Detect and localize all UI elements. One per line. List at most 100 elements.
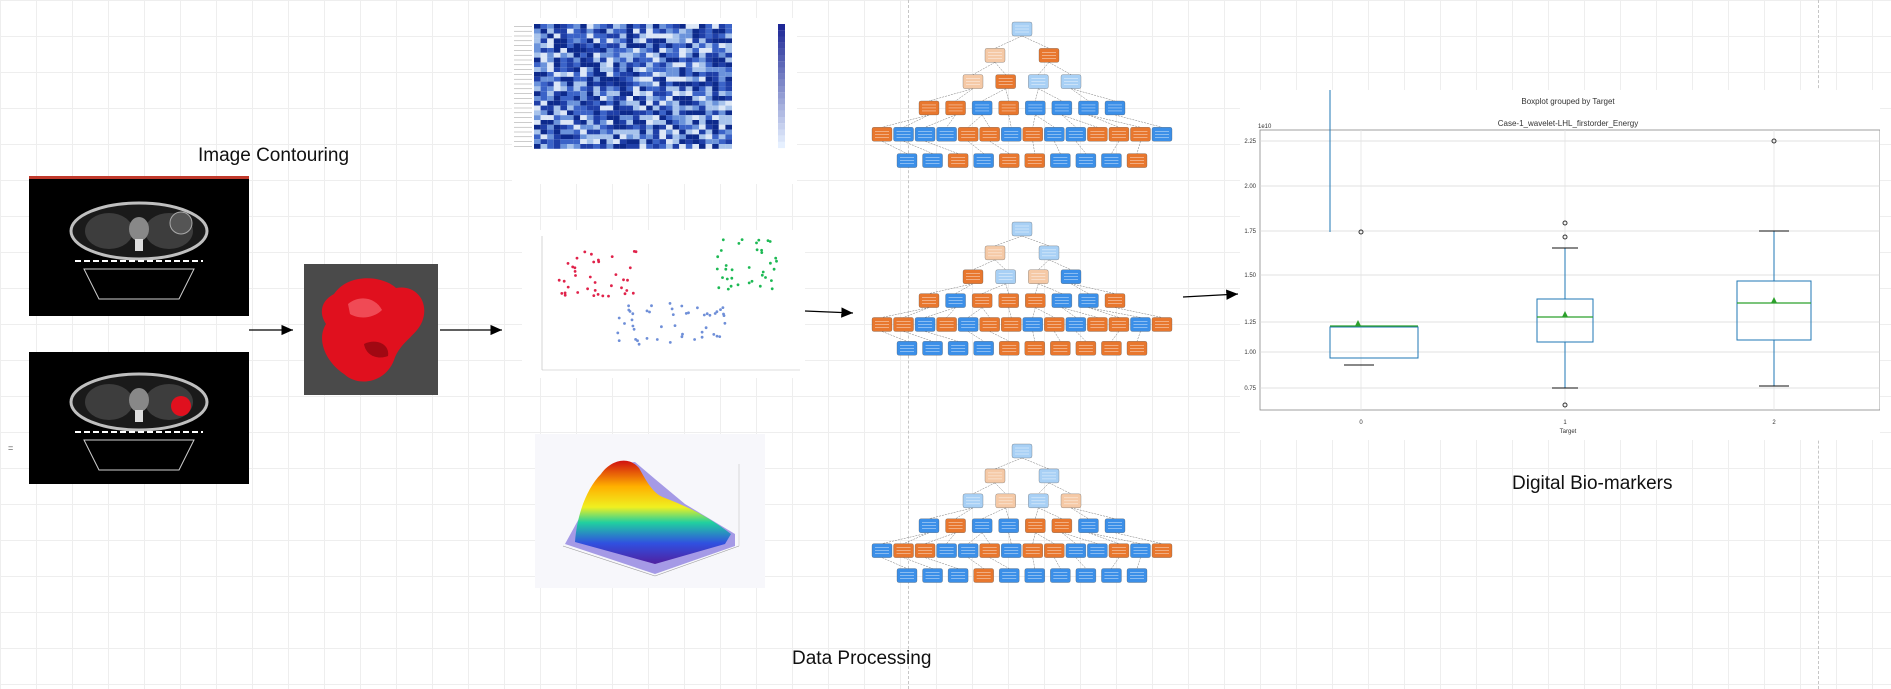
tree-edge	[881, 331, 908, 342]
heatmap-cell	[652, 129, 660, 135]
heatmap-cell	[540, 124, 548, 130]
heatmap-cell	[712, 62, 719, 68]
scatter-point	[766, 239, 770, 242]
heatmap-cell	[600, 86, 607, 92]
tree-edge	[1038, 507, 1062, 519]
heatmap-cell	[547, 129, 554, 135]
scatter-point	[721, 306, 725, 309]
heatmap-cell	[626, 48, 633, 53]
heatmap-cell	[705, 48, 713, 53]
heatmap-cell	[547, 28, 554, 34]
scatter-point	[712, 333, 716, 336]
heatmap-cell	[679, 139, 686, 144]
tree-edge	[1048, 62, 1072, 75]
heatmap-cell	[553, 76, 561, 82]
heatmap-cell	[699, 48, 706, 53]
decision-tree-2	[862, 218, 1182, 374]
heatmap-cell	[573, 144, 581, 149]
heatmap-cell	[705, 67, 713, 72]
scatter-point	[593, 281, 597, 284]
scatter-point	[769, 261, 772, 265]
tree-edge	[994, 482, 1006, 494]
heatmap-cell	[646, 38, 653, 44]
heatmap-cell	[659, 57, 666, 63]
heatmap-cell	[692, 43, 699, 48]
heatmap-cell	[560, 28, 567, 34]
tree-edge	[1032, 557, 1036, 569]
heatmap-cell	[685, 129, 693, 135]
heatmap-cell	[685, 57, 693, 63]
heatmap-cell	[547, 110, 554, 116]
heatmap-cell	[600, 129, 607, 135]
heatmap-cell	[606, 24, 614, 29]
heatmap-cell	[534, 28, 541, 34]
heatmap-cell	[652, 67, 660, 72]
heatmap-cell	[685, 134, 693, 140]
heatmap-cell	[606, 96, 614, 101]
tree-edge	[1038, 62, 1050, 75]
scatter-point	[632, 327, 636, 331]
heatmap-cell	[560, 129, 567, 135]
heatmap-cell	[580, 76, 587, 82]
heatmap-cell	[679, 100, 686, 106]
heatmap-cell	[560, 110, 567, 116]
heatmap-cell	[593, 28, 600, 34]
heatmap-cell	[606, 110, 614, 116]
heatmap-cell	[652, 81, 660, 87]
heatmap-cell	[606, 81, 614, 87]
heatmap-cell	[580, 48, 587, 53]
heatmap-cell	[685, 52, 693, 58]
scatter-point	[673, 324, 677, 327]
heatmap-cell	[659, 115, 666, 120]
heatmap-cell	[699, 96, 706, 101]
heatmap-cell	[679, 52, 686, 58]
heatmap-cell	[573, 91, 581, 96]
heatmap-cell	[606, 67, 614, 72]
heatmap-cell	[646, 96, 653, 101]
heatmap-cell	[685, 115, 693, 120]
scatter-point	[586, 287, 589, 291]
heatmap-cell	[573, 134, 581, 140]
heatmap-cell	[639, 139, 647, 144]
heatmap-cell	[712, 134, 719, 140]
heatmap-cell	[652, 144, 660, 149]
tree-edge	[1070, 88, 1116, 102]
heatmap-cell	[540, 120, 548, 125]
heatmap-cell	[547, 115, 554, 120]
heatmap-cell	[626, 100, 633, 106]
tree-edge	[1075, 331, 1087, 342]
heatmap-cell	[586, 48, 594, 53]
heatmap-cell	[699, 72, 706, 77]
heatmap-cell	[659, 72, 666, 77]
heatmap-cell	[659, 81, 666, 87]
boxplot-ytick: 1.25	[1244, 320, 1256, 326]
heatmap-cell	[659, 124, 666, 130]
tree-edge	[1038, 283, 1062, 294]
heatmap-cell	[718, 48, 726, 53]
tree-edge	[1035, 283, 1039, 294]
heatmap-cell	[534, 43, 541, 48]
heatmap-cell	[652, 43, 660, 48]
heatmap-cell	[553, 105, 561, 111]
heatmap-cell	[580, 100, 587, 106]
heatmap-cell	[573, 96, 581, 101]
heatmap-cell	[672, 67, 680, 72]
ct-scan-image	[29, 176, 249, 316]
heatmap-cell	[593, 43, 600, 48]
heatmap-cell	[540, 72, 548, 77]
scatter-point	[774, 256, 778, 260]
heatmap-cell	[672, 124, 680, 130]
heatmap-cell	[679, 72, 686, 77]
heatmap-cell	[600, 96, 607, 101]
heatmap-cell	[567, 62, 574, 68]
heatmap-cell	[573, 24, 581, 29]
heatmap-cell	[705, 96, 713, 101]
heatmap-cell	[593, 48, 600, 53]
heatmap-cell	[626, 81, 633, 87]
heatmap-cell	[626, 129, 633, 135]
heatmap-cell	[633, 57, 640, 63]
tree-edge	[994, 235, 1023, 247]
heatmap-cell	[679, 38, 686, 44]
scatter-point	[620, 286, 623, 290]
heatmap-cell	[685, 43, 693, 48]
